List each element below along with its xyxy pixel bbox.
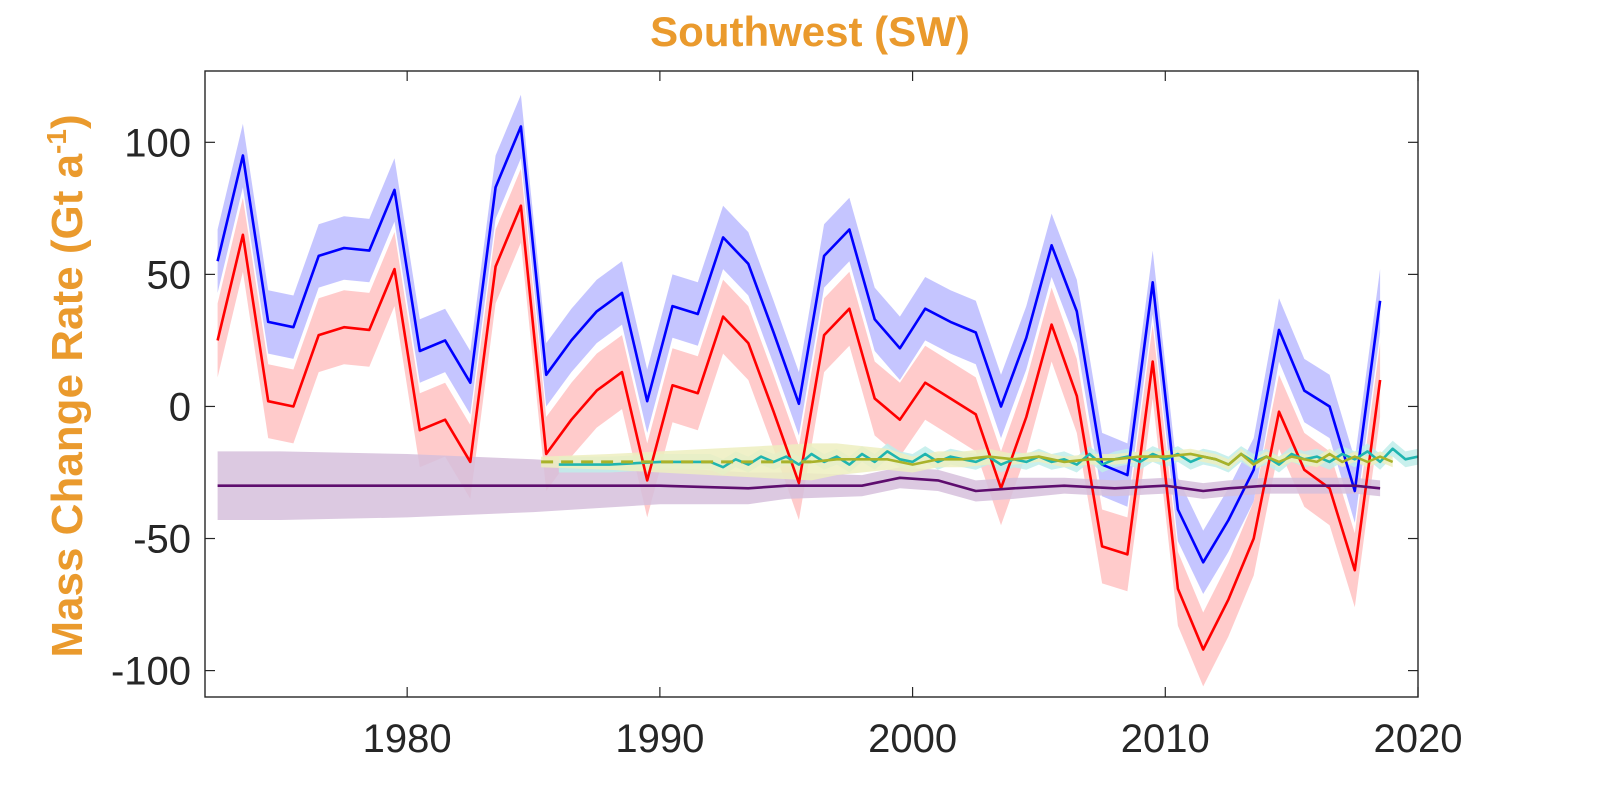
series-5-band xyxy=(541,443,1393,481)
series-5-line xyxy=(811,452,1394,467)
y-tick-label: 50 xyxy=(147,253,192,297)
y-axis-label: Mass Change Rate (Gt a-1) xyxy=(41,114,92,657)
chart-title: Southwest (SW) xyxy=(650,8,970,55)
x-tick-label: 2010 xyxy=(1121,717,1210,761)
y-tick-label: 0 xyxy=(169,385,191,429)
axes: 1980 1990 2000 2010 2020 100 50 0 -50 -100 xyxy=(111,70,1463,761)
x-tick-label: 2000 xyxy=(868,717,957,761)
series-3-line xyxy=(217,476,1381,493)
series-1-band xyxy=(217,94,1381,595)
x-tick-label: 1980 xyxy=(363,717,452,761)
y-tick-label: -50 xyxy=(133,518,191,562)
y-tick-label: -100 xyxy=(111,650,191,694)
series-lines xyxy=(216,125,1419,651)
y-tick-label: 100 xyxy=(124,121,191,165)
plot-frame xyxy=(204,70,1419,698)
series-1-line xyxy=(216,125,1382,564)
series-2-line xyxy=(216,204,1382,651)
x-tick-label: 2020 xyxy=(1374,717,1463,761)
uncertainty-bands xyxy=(217,94,1418,687)
x-tick-label: 1990 xyxy=(615,717,704,761)
